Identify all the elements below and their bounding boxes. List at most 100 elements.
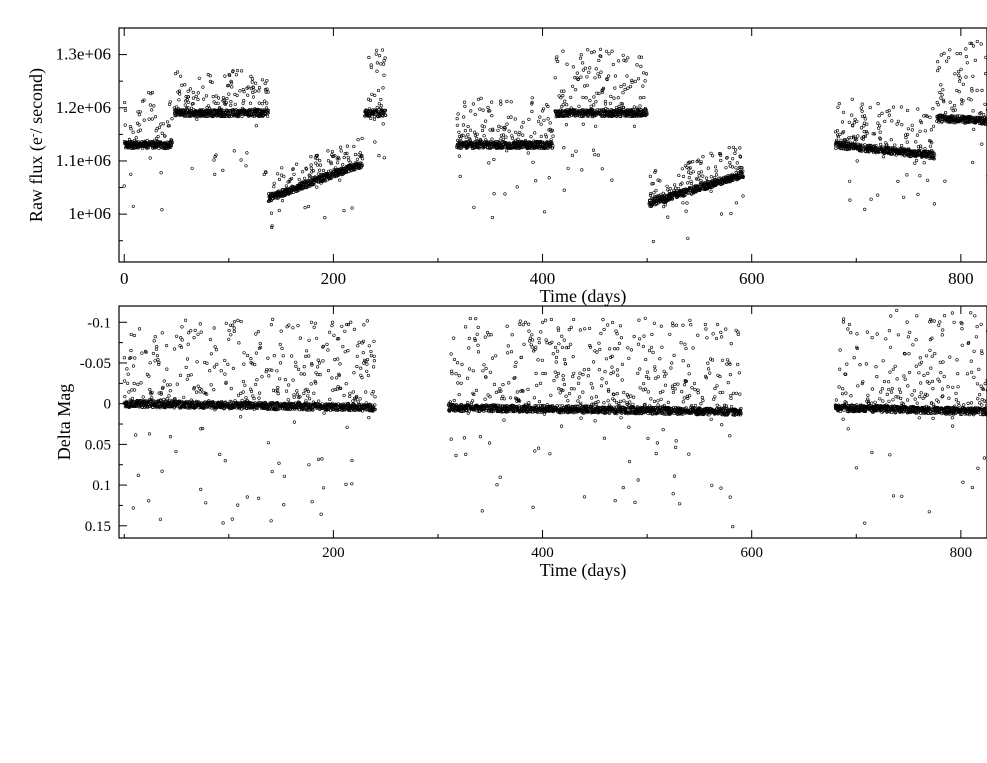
data-point bbox=[199, 427, 203, 431]
data-point bbox=[272, 181, 276, 185]
data-point bbox=[350, 458, 354, 463]
data-point bbox=[643, 79, 647, 83]
data-point bbox=[979, 111, 983, 115]
data-point bbox=[556, 59, 560, 64]
data-point bbox=[530, 102, 534, 106]
data-point bbox=[929, 128, 934, 132]
data-point bbox=[157, 125, 161, 129]
data-point bbox=[227, 328, 231, 333]
data-point bbox=[550, 128, 555, 132]
data-point bbox=[536, 119, 541, 123]
data-point bbox=[728, 161, 732, 165]
data-point bbox=[546, 104, 550, 109]
data-point bbox=[223, 74, 227, 78]
data-point bbox=[275, 408, 279, 412]
data-point bbox=[229, 103, 233, 107]
data-point bbox=[936, 103, 940, 107]
data-point bbox=[138, 110, 142, 114]
data-point bbox=[969, 41, 974, 46]
data-point bbox=[637, 108, 641, 112]
data-point bbox=[968, 41, 972, 45]
data-point bbox=[178, 373, 183, 378]
data-point bbox=[876, 193, 880, 197]
data-point bbox=[593, 76, 597, 80]
data-point bbox=[642, 95, 646, 100]
data-point bbox=[379, 97, 383, 102]
data-point bbox=[481, 108, 485, 112]
data-point bbox=[131, 400, 135, 404]
data-point bbox=[503, 125, 507, 129]
data-point bbox=[129, 127, 133, 131]
data-point bbox=[560, 104, 564, 109]
data-point bbox=[321, 359, 325, 363]
data-point bbox=[214, 94, 218, 98]
data-point bbox=[356, 405, 360, 409]
data-point bbox=[266, 90, 270, 94]
data-point bbox=[456, 112, 460, 116]
data-point bbox=[256, 330, 261, 334]
data-point bbox=[223, 372, 227, 376]
data-point bbox=[126, 372, 130, 376]
data-point bbox=[701, 174, 705, 178]
data-point bbox=[475, 136, 479, 141]
data-point bbox=[196, 97, 200, 102]
delta-mag-data-points bbox=[122, 308, 987, 529]
data-point bbox=[666, 215, 670, 219]
data-point bbox=[620, 102, 625, 106]
data-point bbox=[317, 399, 321, 403]
data-point bbox=[916, 192, 920, 196]
data-point bbox=[150, 396, 154, 400]
data-point bbox=[520, 125, 524, 129]
data-point bbox=[175, 105, 179, 109]
data-point bbox=[138, 128, 142, 132]
data-point bbox=[505, 99, 509, 103]
data-point bbox=[216, 96, 221, 100]
data-point bbox=[855, 159, 859, 163]
data-point bbox=[233, 102, 237, 106]
data-point bbox=[372, 117, 377, 121]
data-point bbox=[459, 134, 464, 138]
data-point bbox=[915, 133, 920, 137]
data-point bbox=[579, 53, 583, 57]
data-point bbox=[198, 390, 202, 394]
data-point bbox=[475, 132, 479, 136]
data-point bbox=[344, 382, 348, 386]
data-point bbox=[272, 354, 276, 358]
data-point bbox=[605, 77, 609, 82]
data-point bbox=[174, 71, 178, 76]
data-point bbox=[314, 381, 318, 385]
data-point bbox=[308, 174, 312, 178]
data-point bbox=[919, 146, 923, 150]
data-point bbox=[462, 115, 466, 119]
data-point bbox=[696, 184, 700, 189]
data-point bbox=[294, 360, 298, 364]
data-point bbox=[339, 149, 343, 153]
data-point bbox=[307, 173, 311, 177]
data-point bbox=[551, 134, 555, 138]
data-point bbox=[689, 179, 693, 183]
data-point bbox=[167, 124, 171, 128]
x-tick-label: 200 bbox=[321, 269, 347, 288]
data-point bbox=[457, 130, 461, 134]
data-point bbox=[191, 90, 195, 94]
data-point bbox=[948, 100, 952, 104]
data-point bbox=[336, 357, 340, 361]
data-point bbox=[258, 345, 263, 349]
data-point bbox=[581, 108, 585, 112]
data-point bbox=[190, 106, 194, 110]
data-point bbox=[222, 98, 226, 102]
data-point bbox=[905, 108, 910, 113]
data-point bbox=[229, 81, 234, 85]
data-point bbox=[214, 348, 219, 352]
data-point bbox=[230, 85, 234, 89]
data-point bbox=[276, 172, 280, 176]
data-point bbox=[706, 166, 710, 170]
data-point bbox=[570, 84, 575, 88]
data-point bbox=[148, 361, 152, 365]
data-point bbox=[201, 426, 205, 431]
data-point bbox=[526, 151, 530, 155]
data-point bbox=[316, 358, 320, 362]
data-point bbox=[231, 69, 235, 73]
data-point bbox=[232, 326, 236, 330]
